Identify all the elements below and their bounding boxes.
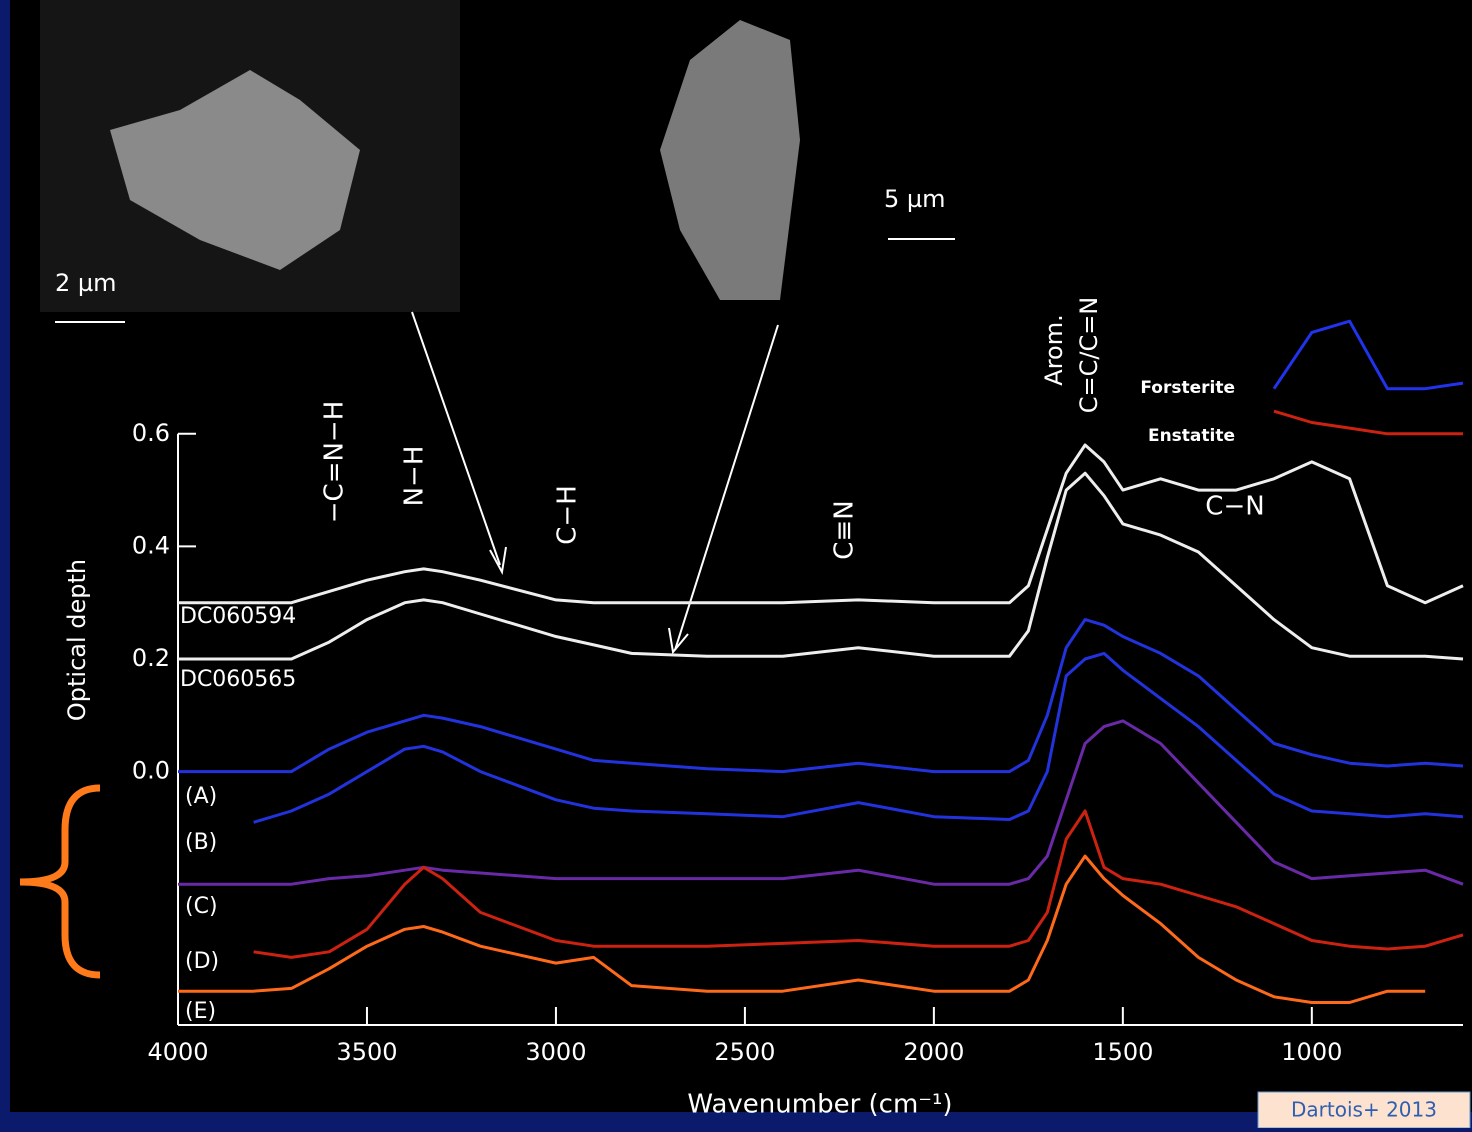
- y-tick-label: 0.6: [132, 419, 170, 447]
- band-label: −C=N−H: [320, 401, 350, 524]
- series-label: Forsterite: [1140, 378, 1235, 398]
- series-label: (A): [185, 784, 217, 809]
- series-label: (D): [185, 949, 219, 974]
- x-tick-label: 2500: [714, 1038, 775, 1066]
- x-tick-label: 1500: [1092, 1038, 1153, 1066]
- series-label: (B): [185, 830, 217, 855]
- band-label: N−H: [400, 446, 430, 507]
- series-line: [1272, 319, 1464, 391]
- series-line: [178, 854, 1426, 1004]
- x-tick-label: 4000: [147, 1038, 208, 1066]
- arrow-head: [668, 627, 689, 655]
- x-tick-label: 1000: [1281, 1038, 1342, 1066]
- scale-label: 5 µm: [884, 185, 946, 213]
- x-axis-label: Wavenumber (cm⁻¹): [687, 1090, 952, 1120]
- x-tick-label: 3500: [336, 1038, 397, 1066]
- scale-label: 2 µm: [55, 269, 117, 297]
- band-label: C−N: [1205, 492, 1264, 522]
- x-tick-label: 3000: [525, 1038, 586, 1066]
- arrow: [674, 324, 779, 651]
- series-label: (C): [185, 894, 218, 919]
- y-tick-label: 0.4: [132, 531, 170, 559]
- series-line: [253, 651, 1464, 824]
- y-tick-label: 0.0: [132, 757, 170, 785]
- grain-left: [110, 70, 360, 270]
- series-line: [178, 719, 1464, 886]
- series-label: DC060565: [180, 667, 296, 692]
- series-label: DC060594: [180, 604, 296, 629]
- series-label: (E): [185, 999, 216, 1024]
- series-line: [253, 809, 1464, 959]
- arrow-head: [489, 546, 507, 576]
- citation: Dartois+ 2013: [1291, 1098, 1437, 1122]
- band-label: C≡N: [830, 500, 860, 559]
- brace: [19, 784, 101, 979]
- band-label: Arom.: [1040, 314, 1068, 385]
- band-label: C−H: [553, 485, 583, 545]
- x-tick-label: 2000: [903, 1038, 964, 1066]
- y-axis-label: Optical depth: [63, 559, 91, 721]
- series-line: [178, 443, 1464, 605]
- series-line: [178, 618, 1464, 774]
- grain-middle: [660, 20, 800, 300]
- band-label: C=C/C=N: [1075, 297, 1103, 414]
- series-line: [1273, 409, 1463, 436]
- citation-box: [1257, 1091, 1471, 1129]
- series-label: Enstatite: [1148, 426, 1235, 446]
- y-tick-label: 0.2: [132, 644, 170, 672]
- arrow: [411, 311, 501, 566]
- series-line: [178, 471, 1464, 661]
